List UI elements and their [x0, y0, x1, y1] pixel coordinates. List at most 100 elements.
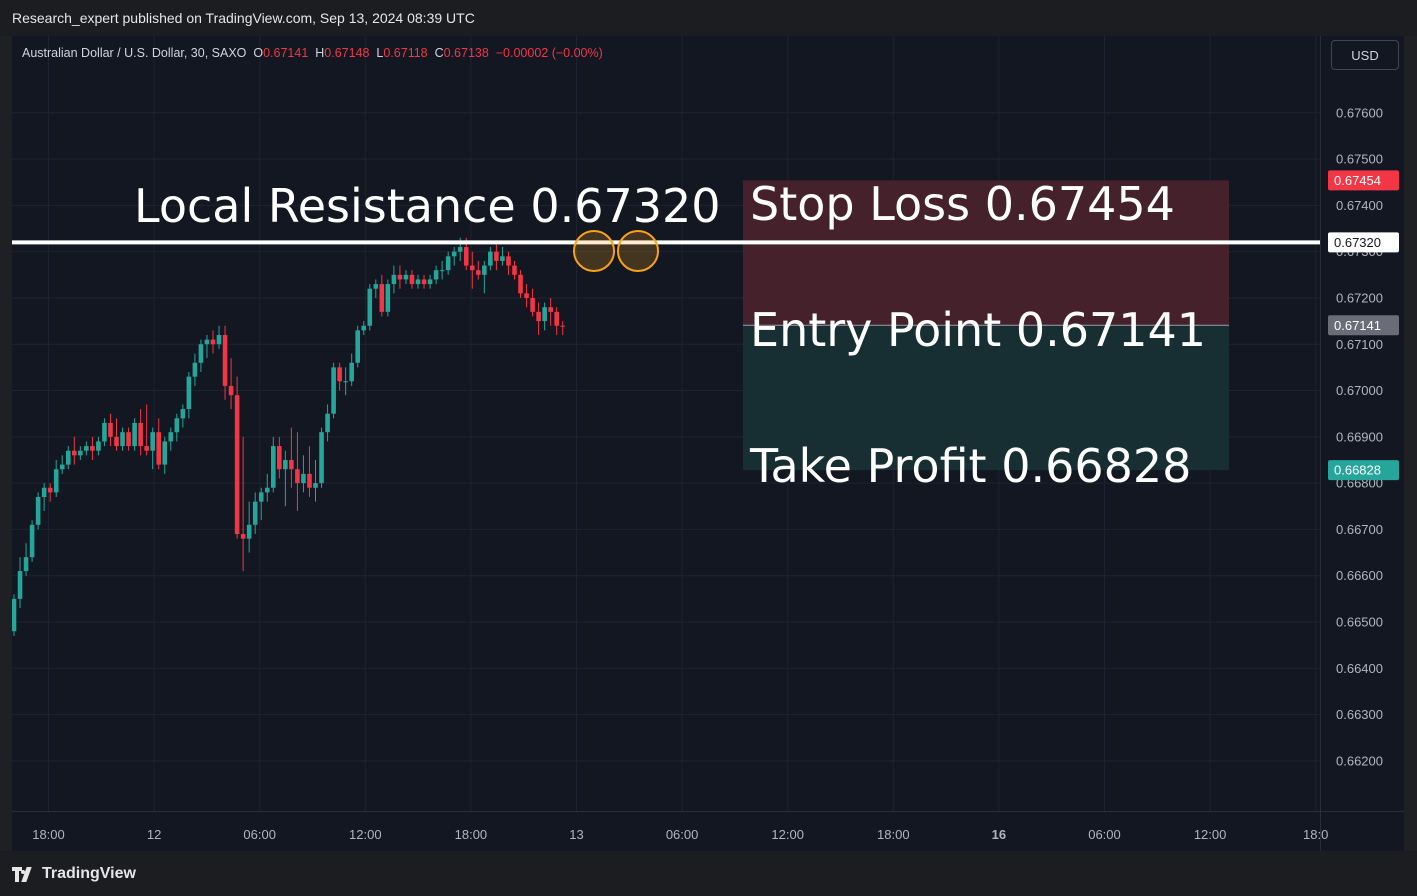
candle-down: [536, 311, 541, 322]
candle-down: [397, 274, 403, 280]
candle-down: [476, 270, 481, 275]
x-tick-label: 06:00: [666, 827, 699, 842]
price-chart[interactable]: 0.676000.675000.674000.673000.672000.671…: [12, 36, 1404, 851]
candle-down: [277, 446, 282, 470]
candle-up: [343, 381, 348, 383]
currency-button[interactable]: USD: [1331, 40, 1399, 70]
candle-up: [500, 256, 505, 261]
candle-down: [295, 469, 300, 484]
y-tick-label: 0.67200: [1336, 290, 1383, 305]
candle-down: [108, 422, 113, 437]
candle-down: [138, 422, 143, 447]
candle-up: [325, 413, 330, 433]
candle-up: [17, 571, 23, 599]
stop-loss-label: Stop Loss 0.67454: [750, 177, 1175, 231]
y-tick-label: 0.67100: [1336, 337, 1383, 352]
x-tick-label: 18:00: [32, 827, 65, 842]
x-tick-label: 18:00: [877, 827, 910, 842]
x-tick-label: 18:0: [1303, 827, 1328, 842]
candle-up: [12, 598, 17, 632]
y-tick-label: 0.67500: [1336, 152, 1383, 167]
chart-panel[interactable]: 0.676000.675000.674000.673000.672000.671…: [12, 36, 1404, 851]
close-value: 0.67138: [443, 46, 489, 60]
candle-up: [150, 432, 155, 451]
candle-down: [554, 311, 559, 326]
candle-up: [204, 339, 210, 345]
tradingview-logo-icon: [12, 865, 38, 883]
x-tick-label: 16: [992, 827, 1006, 842]
candle-up: [373, 284, 379, 289]
candle-up: [192, 362, 198, 377]
x-tick-label: 18:00: [455, 827, 488, 842]
candle-down: [126, 432, 131, 447]
candle-up: [331, 367, 336, 414]
candle-up: [349, 362, 354, 382]
footer-bar: [0, 851, 1417, 896]
candle-up: [78, 450, 83, 456]
candle-down: [289, 459, 294, 470]
price-badge-last: [1328, 315, 1399, 336]
y-tick-label: 0.67000: [1336, 383, 1383, 398]
candle-up: [252, 501, 258, 525]
symbol-name: Australian Dollar / U.S. Dollar, 30, SAX…: [22, 46, 247, 60]
price-badge-profit: [1328, 460, 1399, 481]
candle-down: [240, 534, 246, 539]
candle-down: [228, 385, 234, 396]
x-tick-label: 06:00: [1088, 827, 1121, 842]
candle-up: [35, 497, 41, 525]
high-value: 0.67148: [324, 46, 370, 60]
y-tick-label: 0.66300: [1336, 707, 1383, 722]
candle-up: [258, 492, 264, 502]
x-tick-label: 12:00: [349, 827, 382, 842]
candle-down: [469, 265, 475, 271]
y-tick-label: 0.66200: [1336, 753, 1383, 768]
candle-up: [361, 325, 367, 331]
candle-up: [427, 279, 433, 285]
candle-up: [29, 524, 35, 558]
candle-up: [445, 256, 451, 271]
candle-up: [59, 464, 65, 470]
candle-up: [168, 432, 174, 442]
candle-up: [301, 473, 306, 484]
candle-up: [84, 446, 89, 451]
candle-up: [283, 459, 288, 470]
y-tick-label: 0.66600: [1336, 568, 1383, 583]
y-tick-label: 0.66400: [1336, 661, 1383, 676]
tradingview-logo[interactable]: TradingView: [12, 864, 136, 884]
x-tick-label: 12:00: [771, 827, 804, 842]
take-profit-label: Take Profit 0.66828: [749, 439, 1191, 493]
x-tick-label: 13: [569, 827, 583, 842]
candle-down: [234, 395, 240, 535]
symbol-legend: Australian Dollar / U.S. Dollar, 30, SAX…: [22, 46, 603, 60]
candle-up: [41, 487, 47, 498]
candle-down: [90, 446, 95, 451]
open-value: 0.67141: [263, 46, 309, 60]
candle-up: [482, 265, 487, 275]
candle-up: [391, 274, 397, 285]
low-label: L: [376, 46, 384, 60]
candle-up: [319, 432, 324, 484]
open-label: O: [253, 46, 264, 60]
candle-down: [144, 446, 149, 451]
candle-up: [355, 330, 361, 363]
entry-point-label: Entry Point 0.67141: [750, 303, 1206, 357]
candle-up: [216, 334, 222, 345]
resistance-label: Local Resistance 0.67320: [134, 179, 721, 233]
candle-down: [114, 436, 119, 447]
double-top-marker: [617, 230, 659, 272]
price-badge-label: 0.66828: [1334, 463, 1381, 478]
y-tick-label: 0.67600: [1336, 105, 1383, 120]
candle-down: [530, 297, 535, 312]
candle-up: [270, 446, 276, 488]
candle-up: [102, 422, 107, 442]
candle-down: [307, 473, 312, 488]
candle-down: [548, 307, 553, 312]
low-value: 0.67118: [383, 46, 428, 60]
candle-up: [120, 432, 125, 447]
candle-down: [222, 334, 228, 386]
y-tick-label: 0.66700: [1336, 522, 1383, 537]
candle-down: [512, 265, 517, 275]
candle-down: [463, 247, 469, 266]
candle-up: [23, 557, 29, 572]
change-value: −0.00002 (−0.00%): [495, 46, 603, 60]
